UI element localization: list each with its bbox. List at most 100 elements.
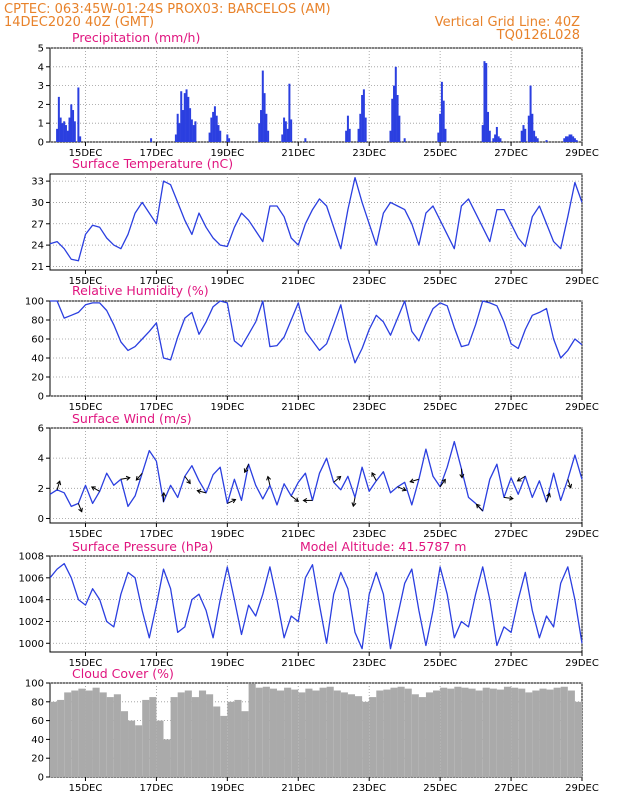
plot-frame-precipitation	[49, 47, 583, 143]
model-altitude-note: Model Altitude: 41.5787 m	[300, 539, 466, 554]
cloud-bar	[355, 696, 363, 777]
wind-vector-head	[567, 483, 573, 489]
precip-bar	[70, 104, 73, 142]
series-line-temperature	[49, 176, 583, 262]
precip-bar	[73, 121, 76, 142]
series-line-wind	[49, 440, 583, 512]
precip-bar	[533, 130, 536, 142]
title-temperature: Surface Temperature (nC)	[72, 156, 233, 171]
cloud-bar	[511, 687, 519, 777]
x-tick-label-pressure: 15DEC	[69, 658, 103, 669]
cloud-bar	[85, 690, 93, 777]
y-tick-label-cloud-cover: 20	[31, 754, 44, 765]
y-tick-label-wind: 6	[38, 424, 44, 435]
cloud-bar	[99, 692, 107, 777]
precip-bar	[389, 130, 392, 142]
cloud-bar	[227, 701, 235, 777]
precip-bar	[570, 134, 573, 142]
cloud-bar	[128, 720, 136, 777]
x-tick-label-humidity: 19DEC	[210, 402, 244, 413]
y-tick-label-precipitation: 3	[38, 81, 44, 92]
cloud-bar	[284, 687, 292, 777]
y-tick-label-precipitation: 1	[38, 119, 44, 130]
wind-vector-head	[266, 475, 272, 481]
precip-bar	[346, 115, 349, 142]
wind-vector-shaft	[227, 499, 236, 504]
panel-humidity: Relative Humidity (%)	[49, 283, 583, 397]
y-tick-label-cloud-cover: 0	[38, 773, 44, 784]
wind-vector-head	[441, 478, 446, 484]
x-tick-label-cloud-cover: 17DEC	[140, 783, 174, 794]
cloud-bar	[163, 739, 171, 777]
wind-vector-head	[351, 502, 357, 508]
wind-vector-shaft	[135, 472, 143, 481]
precip-bar	[57, 96, 60, 142]
x-tick-label-wind: 25DEC	[423, 529, 457, 540]
title-wind: Surface Wind (m/s)	[72, 411, 192, 426]
y-tick-label-wind: 4	[38, 454, 44, 465]
precip-bar	[393, 85, 396, 142]
x-tick-label-humidity: 27DEC	[494, 402, 528, 413]
x-tick-label-wind: 27DEC	[494, 529, 528, 540]
y-tick-label-pressure: 1000	[19, 639, 44, 650]
wind-vector-shaft	[503, 496, 513, 500]
wind-vector-shaft	[184, 475, 191, 484]
cloud-bar	[397, 686, 405, 777]
precip-bar	[190, 119, 193, 142]
y-tick-label-cloud-cover: 100	[25, 679, 44, 690]
wind-vector-head	[90, 486, 96, 491]
series-line-pressure	[49, 562, 583, 650]
cloud-bar	[418, 697, 426, 777]
precip-bar	[192, 125, 195, 142]
precip-bar	[56, 128, 59, 142]
cloud-bar	[539, 688, 547, 777]
precip-bar	[68, 117, 71, 142]
precip-bar	[213, 106, 216, 142]
wind-vector-shaft	[476, 504, 484, 512]
cloud-bar	[142, 699, 150, 777]
wind-vector-shaft	[333, 476, 341, 483]
plot-precipitation: 0 1 2 3 4 5 15DEC 17DEC 19DEC 21DEC 23DEC 25DEC 27DE…	[38, 44, 599, 160]
wind-vector-shaft	[56, 481, 61, 490]
precip-bar	[572, 136, 575, 142]
precip-bar	[59, 117, 62, 142]
x-tick-label-humidity: 29DEC	[565, 402, 599, 413]
cloud-bar	[496, 689, 504, 777]
precip-bar	[187, 96, 190, 142]
x-tick-label-precipitation: 23DEC	[352, 148, 386, 159]
x-tick-label-precipitation: 17DEC	[140, 148, 174, 159]
wind-vector-shaft	[371, 472, 377, 482]
x-tick-label-temperature: 27DEC	[494, 276, 528, 287]
wind-vector-shaft	[460, 468, 463, 478]
y-tick-label-cloud-cover: 60	[31, 716, 44, 727]
precip-bar	[219, 130, 222, 142]
y-tick-label-wind: 2	[38, 484, 44, 495]
cloud-bar	[78, 688, 86, 777]
precip-bar	[212, 111, 215, 142]
x-tick-label-pressure: 19DEC	[210, 658, 244, 669]
x-tick-label-humidity: 23DEC	[352, 402, 386, 413]
cloud-bar	[333, 690, 341, 777]
x-tick-label-pressure: 29DEC	[565, 658, 599, 669]
x-tick-label-pressure: 21DEC	[281, 658, 315, 669]
precip-bar	[483, 61, 486, 142]
cloud-bar	[135, 725, 143, 777]
y-tick-label-pressure: 1004	[19, 595, 44, 606]
cloud-bar	[206, 694, 214, 777]
cloud-bar	[156, 720, 164, 777]
y-tick-label-pressure: 1006	[19, 573, 44, 584]
plot-humidity: 0 20 40 60 80 100 15DEC 17DEC 19DEC 21DEC 23DEC 25D…	[25, 297, 599, 414]
precip-bar	[403, 138, 406, 142]
cloud-bar	[177, 692, 185, 777]
wind-vector-shaft	[244, 463, 250, 473]
header-model-id: TQ0126L028	[496, 28, 580, 43]
wind-vector-head	[78, 507, 83, 513]
precip-bar	[536, 138, 539, 142]
cloud-bar	[184, 690, 192, 777]
wind-vector-shaft	[290, 495, 299, 502]
y-tick-label-precipitation: 5	[38, 44, 44, 55]
wind-vector-head	[231, 498, 237, 504]
precip-bar	[267, 130, 270, 142]
x-tick-label-precipitation: 15DEC	[69, 148, 103, 159]
